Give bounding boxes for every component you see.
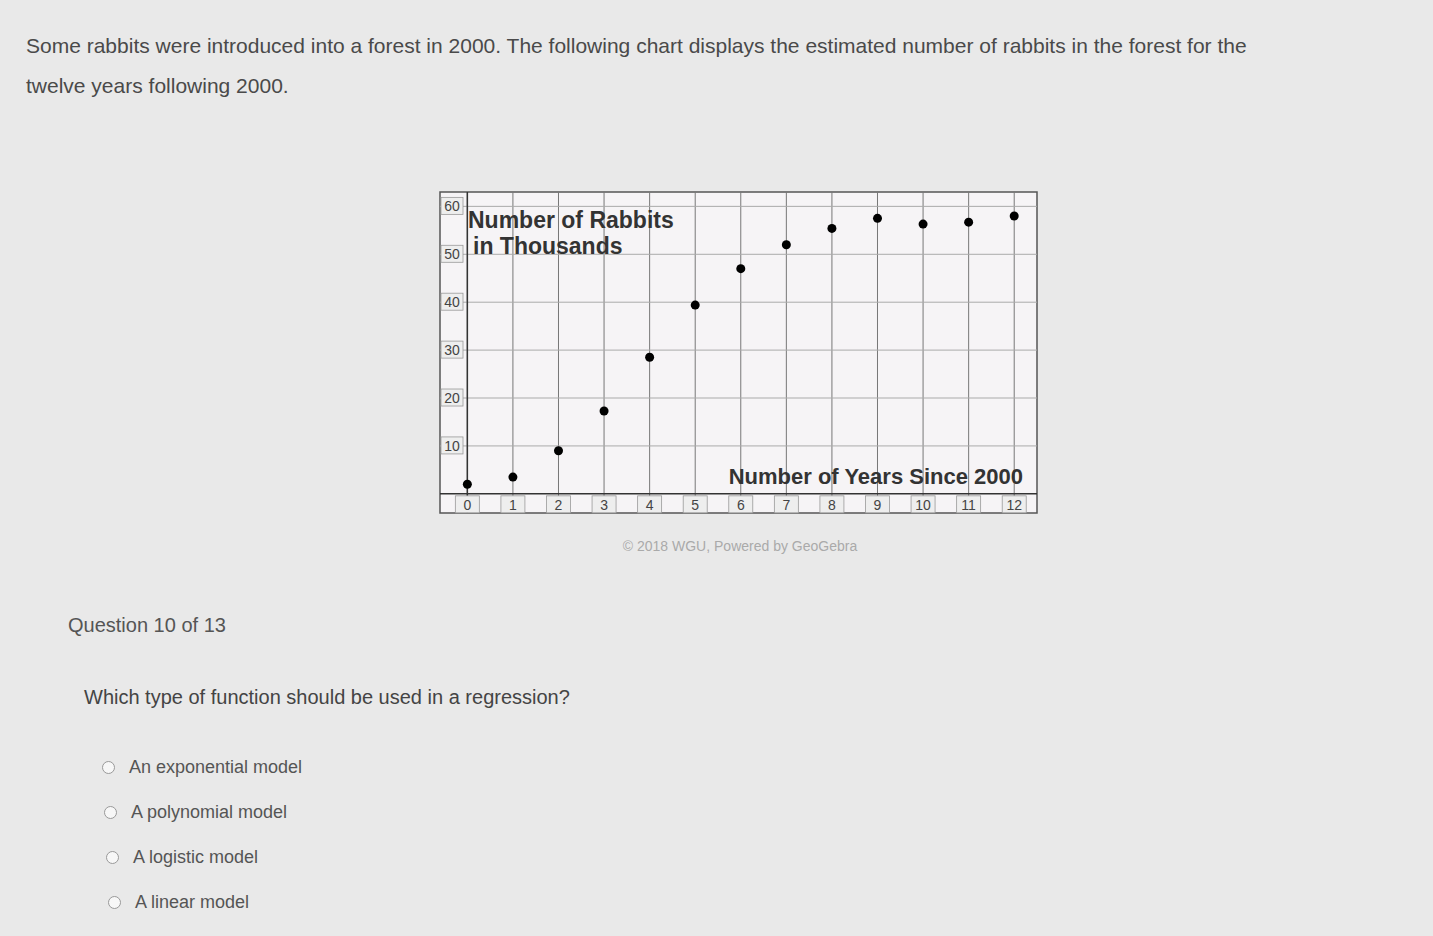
intro-text: twelve years following 2000. [26,74,289,98]
points [463,211,1019,488]
option[interactable]: A linear model [108,892,249,913]
grid-line-y [440,445,1037,446]
x-tick-label: 2 [555,497,563,513]
x-tick-label: 3 [600,497,608,513]
data-point [691,301,700,310]
question-prompt: Which type of function should be used in… [84,686,570,709]
data-point [736,264,745,273]
option-text[interactable]: A polynomial model [131,802,287,823]
question-number: Question 10 of 13 [68,614,226,637]
grid-line-y [440,350,1037,351]
y-axis-label: Number of Rabbits [468,207,674,233]
option[interactable]: A polynomial model [104,802,287,823]
tick-box [441,293,463,310]
tick-box [729,496,753,513]
tick-box [957,496,981,513]
tick-box [592,496,616,513]
tick-box [441,341,463,358]
x-tick-label: 6 [737,497,745,513]
tick-box [441,437,463,454]
plot-frame [440,192,1037,513]
tick-box [501,496,525,513]
y-tick-label: 50 [444,246,460,262]
tick-box [683,496,707,513]
data-point [964,218,973,227]
x-tick-label: 8 [828,497,836,513]
chart: 0123456789101112102030405060Number of Ra… [0,0,1433,936]
tick-box [441,245,463,262]
data-point [600,406,609,415]
tick-box [455,496,479,513]
option[interactable]: An exponential model [102,757,302,778]
data-point [873,214,882,223]
y-axis [467,192,469,513]
x-axis [440,493,1037,495]
intro-text: Some rabbits were introduced into a fore… [26,34,1247,58]
tick-box [774,496,798,513]
tick-box [865,496,889,513]
data-point [1010,211,1019,220]
grid-line-x [695,192,696,513]
option-text[interactable]: An exponential model [129,757,302,778]
tick-box [820,496,844,513]
x-tick-label: 10 [915,497,931,513]
data-point [463,480,472,489]
tick-box [441,389,463,406]
y-tick-label: 10 [444,438,460,454]
x-tick-label: 11 [961,497,976,513]
x-tick-label: 5 [691,497,699,513]
option[interactable]: A logistic model [106,847,258,868]
radio-button[interactable] [108,896,121,909]
y-tick-label: 60 [444,198,460,214]
x-tick-label: 4 [646,497,654,513]
tick-box [546,496,570,513]
data-point [554,446,563,455]
y-tick-label: 40 [444,294,460,310]
x-tick-label: 7 [782,497,790,513]
x-tick-label: 12 [1006,497,1022,513]
data-point [919,220,928,229]
radio-button[interactable] [102,761,115,774]
grid-line-x [649,192,650,513]
radio-button[interactable] [106,851,119,864]
x-tick-label: 1 [509,497,517,513]
tick-box [638,496,662,513]
grid-line-y [440,398,1037,399]
tick-box [1002,496,1026,513]
option-text[interactable]: A logistic model [133,847,258,868]
credit: © 2018 WGU, Powered by GeoGebra [0,538,1433,554]
grid-line-x [467,192,468,513]
x-tick-label: 0 [463,497,471,513]
y-tick-label: 20 [444,390,460,406]
tick-box [911,496,935,513]
data-point [782,240,791,249]
data-point [645,353,654,362]
data-point [508,473,517,482]
tick-box [441,197,463,214]
data-point [827,224,836,233]
grid-line-y [440,302,1037,303]
radio-button[interactable] [104,806,117,819]
x-tick-label: 9 [874,497,882,513]
y-axis-label: in Thousands [473,233,623,259]
x-axis-label: Number of Years Since 2000 [729,464,1023,489]
option-text[interactable]: A linear model [135,892,249,913]
y-tick-label: 30 [444,342,460,358]
